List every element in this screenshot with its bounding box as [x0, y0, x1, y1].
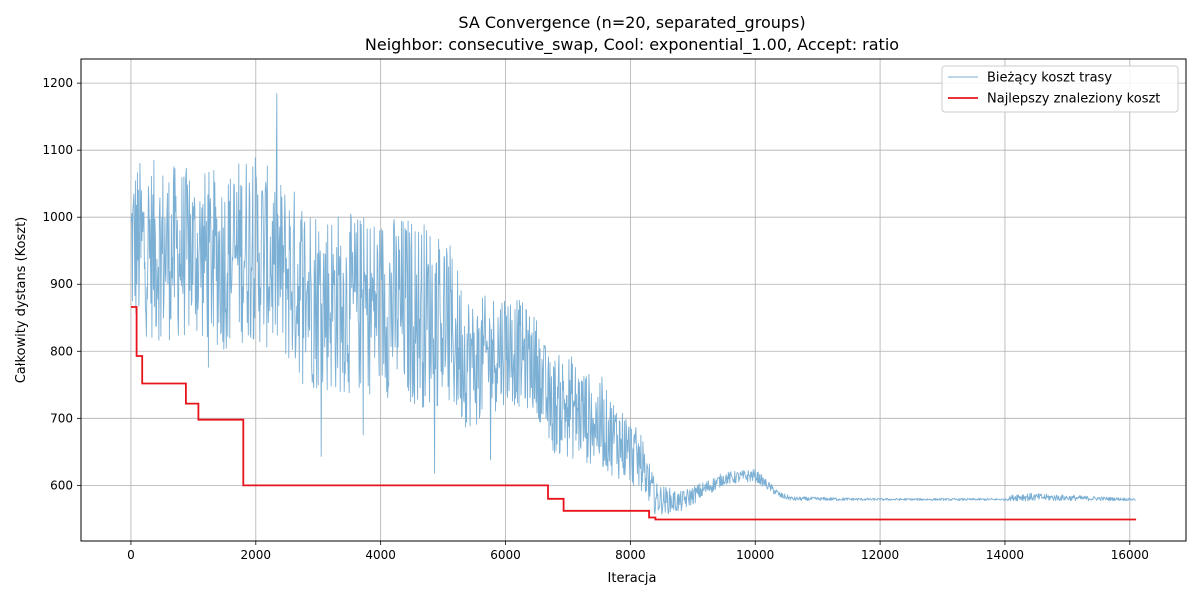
- x-tick-label: 4000: [365, 548, 396, 562]
- y-tick-label: 1100: [42, 143, 73, 157]
- x-tick-label: 14000: [986, 548, 1024, 562]
- x-axis-label: Iteracja: [608, 571, 657, 586]
- plot-frame: [80, 58, 1187, 542]
- series-best-cost-line: [130, 306, 1137, 521]
- y-tick-label: 700: [50, 411, 73, 425]
- y-tick-label: 1000: [42, 210, 73, 224]
- chart-title-line2: Neighbor: consecutive_swap, Cool: expone…: [365, 35, 899, 55]
- chart-title-line1: SA Convergence (n=20, separated_groups): [458, 13, 805, 33]
- axis-ticks: 0 2000 4000 6000 8000 10000 12000 14000 16000 600…: [42, 76, 1148, 562]
- x-tick-label: 10000: [736, 548, 774, 562]
- x-tick-label: 0: [127, 548, 135, 562]
- x-tick-label: 16000: [1111, 548, 1149, 562]
- x-tick-label: 2000: [241, 548, 272, 562]
- y-axis-label: Całkowity dystans (Koszt): [14, 217, 29, 384]
- legend-label-best-cost: Najlepszy znaleziony koszt: [987, 92, 1160, 107]
- legend-box: [941, 65, 1179, 113]
- x-tick-label: 6000: [490, 548, 521, 562]
- y-tick-label: 1200: [42, 76, 73, 90]
- y-tick-label: 800: [50, 344, 73, 358]
- y-tick-label: 600: [50, 478, 73, 492]
- legend-label-current-cost: Bieżący koszt trasy: [987, 71, 1112, 86]
- legend: Bieżący koszt trasy Najlepszy znaleziony…: [941, 65, 1179, 113]
- x-tick-label: 12000: [861, 548, 899, 562]
- x-tick-label: 8000: [615, 548, 646, 562]
- y-tick-label: 900: [50, 277, 73, 291]
- series-current-cost-line: [130, 93, 1137, 515]
